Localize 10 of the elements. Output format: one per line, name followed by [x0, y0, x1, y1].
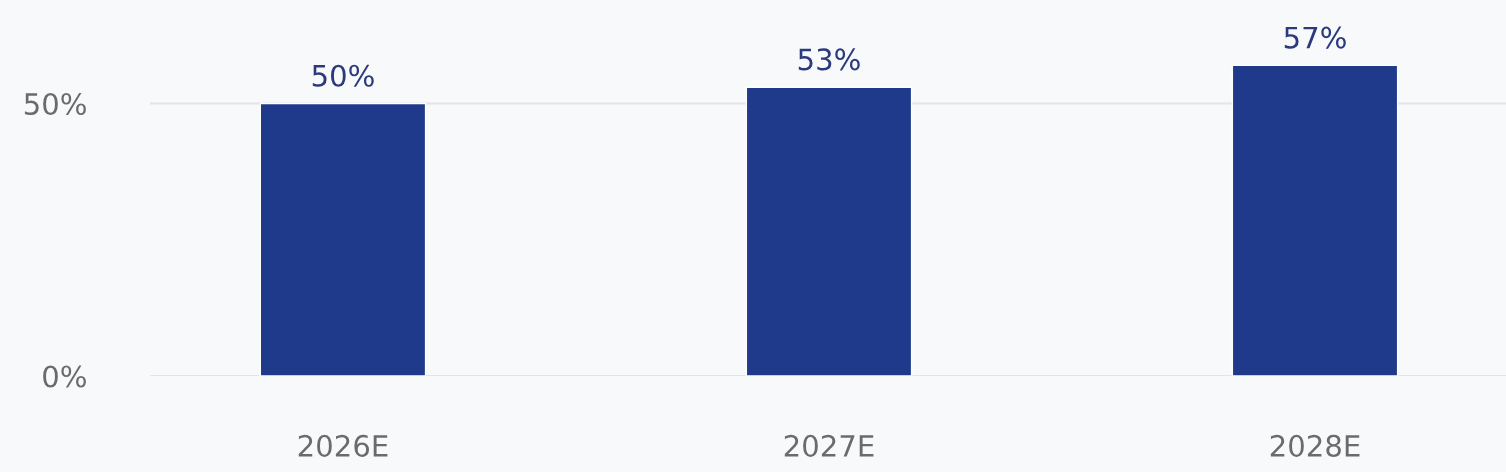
x-tick-label: 2028E	[1270, 434, 1360, 457]
bar	[1231, 64, 1399, 376]
x-tick-label: 2026E	[298, 434, 388, 457]
data-label: 57%	[1284, 26, 1346, 49]
x-tick-label: 2027E	[784, 434, 874, 457]
y-tick-label: 0%	[43, 365, 86, 388]
data-label: 53%	[798, 48, 860, 71]
data-label: 50%	[312, 64, 374, 87]
bar	[259, 102, 427, 376]
bar	[745, 86, 913, 376]
